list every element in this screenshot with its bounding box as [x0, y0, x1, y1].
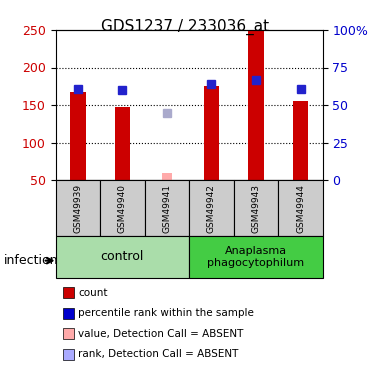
Text: GSM49941: GSM49941 — [162, 184, 171, 232]
Text: GSM49940: GSM49940 — [118, 184, 127, 232]
Bar — [162, 172, 172, 180]
Text: rank, Detection Call = ABSENT: rank, Detection Call = ABSENT — [78, 350, 238, 359]
Text: control: control — [101, 251, 144, 263]
Text: infection: infection — [4, 254, 58, 267]
Text: GDS1237 / 233036_at: GDS1237 / 233036_at — [101, 19, 270, 35]
FancyBboxPatch shape — [234, 180, 278, 236]
Text: GSM49943: GSM49943 — [252, 184, 260, 232]
Text: GSM49939: GSM49939 — [73, 184, 82, 232]
FancyBboxPatch shape — [145, 180, 189, 236]
Text: value, Detection Call = ABSENT: value, Detection Call = ABSENT — [78, 329, 243, 339]
FancyBboxPatch shape — [56, 236, 189, 278]
Bar — [115, 107, 130, 180]
Text: GSM49944: GSM49944 — [296, 184, 305, 232]
FancyBboxPatch shape — [189, 236, 323, 278]
Bar — [293, 101, 308, 180]
Bar — [204, 86, 219, 180]
Text: percentile rank within the sample: percentile rank within the sample — [78, 308, 254, 318]
Text: GSM49942: GSM49942 — [207, 184, 216, 232]
Text: Anaplasma
phagocytophilum: Anaplasma phagocytophilum — [207, 246, 305, 268]
FancyBboxPatch shape — [278, 180, 323, 236]
Bar — [70, 92, 86, 180]
Bar — [248, 30, 264, 180]
Text: count: count — [78, 288, 108, 297]
FancyBboxPatch shape — [56, 180, 100, 236]
FancyBboxPatch shape — [189, 180, 234, 236]
FancyBboxPatch shape — [100, 180, 145, 236]
